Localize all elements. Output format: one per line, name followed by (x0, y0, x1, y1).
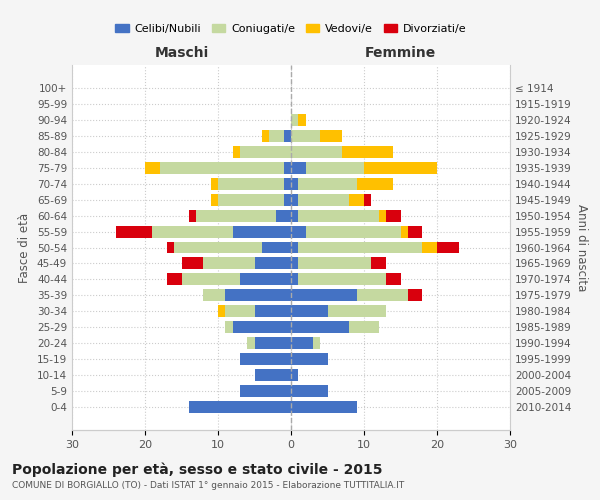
Bar (167, 242, 174, 254)
Bar (305, 162, 364, 173)
Bar (371, 258, 386, 270)
Bar (305, 226, 401, 237)
Bar (328, 306, 386, 318)
Bar (226, 306, 254, 318)
Bar (189, 402, 291, 413)
Bar (182, 258, 203, 270)
Bar (218, 178, 284, 190)
Bar (167, 274, 182, 285)
Bar (298, 258, 371, 270)
Bar (196, 210, 277, 222)
Text: COMUNE DI BORGIALLO (TO) - Dati ISTAT 1° gennaio 2015 - Elaborazione TUTTITALIA.: COMUNE DI BORGIALLO (TO) - Dati ISTAT 1°… (12, 481, 404, 490)
Bar (298, 274, 386, 285)
Bar (356, 178, 393, 190)
Bar (386, 210, 401, 222)
Bar (291, 130, 320, 141)
Bar (218, 306, 226, 318)
Bar (277, 210, 291, 222)
Bar (298, 242, 422, 254)
Bar (349, 322, 379, 334)
Bar (218, 194, 284, 205)
Bar (203, 290, 226, 302)
Bar (189, 210, 196, 222)
Bar (160, 162, 284, 173)
Bar (401, 226, 408, 237)
Text: Maschi: Maschi (154, 46, 209, 60)
Bar (291, 370, 298, 382)
Bar (349, 194, 364, 205)
Bar (313, 338, 320, 349)
Bar (116, 226, 152, 237)
Bar (298, 178, 356, 190)
Text: Femmine: Femmine (365, 46, 436, 60)
Y-axis label: Fasce di età: Fasce di età (19, 212, 31, 282)
Bar (291, 274, 298, 285)
Legend: Celibi/Nubili, Coniugati/e, Vedovi/e, Divorziati/e: Celibi/Nubili, Coniugati/e, Vedovi/e, Di… (111, 20, 471, 38)
Bar (408, 290, 422, 302)
Bar (291, 226, 305, 237)
Bar (298, 210, 379, 222)
Bar (291, 338, 313, 349)
Bar (422, 242, 437, 254)
Bar (291, 146, 342, 158)
Bar (291, 290, 356, 302)
Bar (291, 322, 349, 334)
Bar (291, 210, 298, 222)
Bar (284, 162, 291, 173)
Bar (226, 322, 233, 334)
Bar (240, 274, 291, 285)
Bar (254, 370, 291, 382)
Bar (233, 322, 291, 334)
Bar (291, 242, 298, 254)
Bar (226, 290, 291, 302)
Bar (291, 354, 328, 366)
Bar (364, 162, 437, 173)
Bar (437, 242, 459, 254)
Bar (291, 386, 328, 398)
Bar (408, 226, 422, 237)
Bar (379, 210, 386, 222)
Bar (240, 386, 291, 398)
Bar (254, 258, 291, 270)
Bar (298, 194, 349, 205)
Bar (356, 290, 408, 302)
Bar (291, 402, 356, 413)
Bar (269, 130, 284, 141)
Bar (262, 242, 291, 254)
Bar (291, 306, 328, 318)
Bar (298, 114, 305, 126)
Y-axis label: Anni di nascita: Anni di nascita (575, 204, 588, 291)
Bar (284, 194, 291, 205)
Bar (203, 258, 254, 270)
Bar (291, 258, 298, 270)
Bar (364, 194, 371, 205)
Bar (182, 274, 240, 285)
Bar (262, 130, 269, 141)
Bar (254, 338, 291, 349)
Bar (342, 146, 393, 158)
Bar (284, 178, 291, 190)
Bar (320, 130, 342, 141)
Bar (233, 226, 291, 237)
Bar (291, 194, 298, 205)
Bar (386, 274, 401, 285)
Bar (291, 178, 298, 190)
Bar (174, 242, 262, 254)
Bar (240, 354, 291, 366)
Bar (152, 226, 233, 237)
Bar (145, 162, 160, 173)
Text: Popolazione per età, sesso e stato civile - 2015: Popolazione per età, sesso e stato civil… (12, 462, 383, 477)
Bar (211, 178, 218, 190)
Bar (240, 146, 291, 158)
Bar (211, 194, 218, 205)
Bar (254, 306, 291, 318)
Bar (247, 338, 254, 349)
Bar (233, 146, 240, 158)
Bar (291, 162, 305, 173)
Bar (291, 114, 298, 126)
Bar (284, 130, 291, 141)
